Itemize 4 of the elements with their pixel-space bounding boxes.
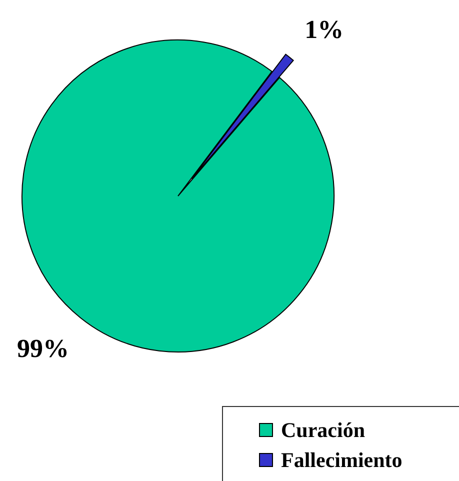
data-label: 99% <box>16 334 69 364</box>
legend-label: Curación <box>281 418 365 442</box>
data-label: 1% <box>304 14 344 44</box>
legend-label: Fallecimiento <box>281 448 402 472</box>
